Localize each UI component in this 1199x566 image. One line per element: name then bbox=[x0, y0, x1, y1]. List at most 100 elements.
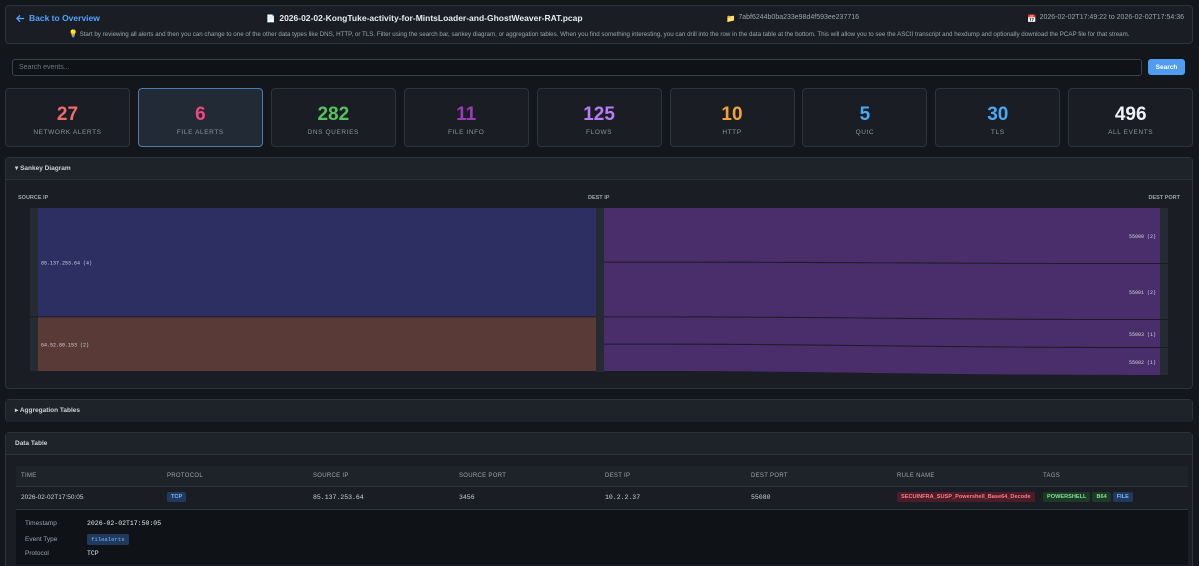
col-dest-ip[interactable]: DEST IP bbox=[600, 466, 746, 487]
card-value: 6 bbox=[195, 104, 206, 125]
cell-dest-port: 55080 bbox=[751, 493, 771, 501]
col-protocol[interactable]: PROTOCOL bbox=[162, 466, 308, 487]
back-label: Back to Overview bbox=[29, 13, 100, 23]
aggregation-toggle[interactable]: ▸ Aggregation Tables bbox=[6, 400, 1192, 422]
protocol-badge: TCP bbox=[167, 492, 187, 503]
card-dns-queries[interactable]: 282 DNS QUERIES bbox=[270, 88, 396, 147]
table-row[interactable]: 2026-02-02T17:50:05 TCP 85.137.253.64 34… bbox=[16, 486, 1188, 508]
sankey-port-node[interactable] bbox=[1160, 348, 1168, 375]
card-file-info[interactable]: 11 FILE INFO bbox=[403, 88, 529, 147]
lightbulb-icon: 💡 bbox=[68, 29, 78, 38]
sankey-port-node[interactable] bbox=[1160, 264, 1168, 319]
hint-message: Start by reviewing all alerts and then y… bbox=[79, 31, 1130, 38]
card-value: 496 bbox=[1114, 104, 1147, 125]
sankey-dest-node[interactable] bbox=[596, 208, 604, 372]
card-value: 11 bbox=[456, 104, 477, 125]
card-value: 5 bbox=[859, 104, 871, 125]
sankey-col-source: SOURCE IP bbox=[18, 195, 49, 201]
row-detail-panel: Timestamp 2026-02-02T17:50:05 Event Type… bbox=[16, 509, 1188, 565]
tag-file: FILE bbox=[1112, 492, 1133, 503]
sankey-link-source-dest[interactable] bbox=[38, 317, 596, 371]
cell-dest-ip: 10.2.2.37 bbox=[605, 493, 641, 501]
card-all-events[interactable]: 496 ALL EVENTS bbox=[1068, 88, 1194, 147]
pcap-hash: 📁 7abf6244b0ba233e98d4f593ee237716 bbox=[726, 14, 859, 23]
sankey-source-label: 85.137.253.64 (4) bbox=[41, 261, 92, 267]
card-label: FILE INFO bbox=[447, 129, 485, 136]
detail-timestamp-key: Timestamp bbox=[25, 520, 57, 527]
hint-text: 💡 Start by reviewing all alerts and then… bbox=[6, 29, 1192, 38]
search-input[interactable] bbox=[12, 59, 1142, 76]
cell-source-port: 3456 bbox=[459, 493, 475, 501]
detail-timestamp-value: 2026-02-02T17:50:05 bbox=[87, 520, 162, 527]
card-label: DNS QUERIES bbox=[307, 129, 359, 136]
folder-icon: 📁 bbox=[726, 14, 736, 23]
sankey-link-source-dest[interactable] bbox=[38, 208, 596, 317]
col-source-port[interactable]: SOURCE PORT bbox=[454, 466, 600, 487]
sankey-port-label: 55000 (2) bbox=[1129, 234, 1156, 240]
sankey-link-dest-port[interactable] bbox=[604, 317, 1160, 347]
col-time[interactable]: TIME bbox=[16, 466, 162, 487]
sankey-panel: ▾ Sankey Diagram SOURCE IP DEST IP DEST … bbox=[5, 157, 1193, 389]
card-value: 282 bbox=[317, 104, 350, 125]
card-quic[interactable]: 5 QUIC bbox=[802, 88, 928, 147]
col-dest-port[interactable]: DEST PORT bbox=[746, 466, 892, 487]
tag-b64: B64 bbox=[1092, 492, 1111, 503]
detail-event-type-key: Event Type bbox=[25, 536, 58, 543]
sankey-diagram[interactable]: 85.137.253.64 (4)64.52.80.153 (2)10.2.2.… bbox=[6, 158, 1194, 390]
sankey-source-node[interactable] bbox=[30, 208, 38, 317]
col-source-ip[interactable]: SOURCE IP bbox=[308, 466, 454, 487]
card-label: HTTP bbox=[722, 129, 742, 136]
card-label: QUIC bbox=[855, 129, 875, 136]
data-table: TIME PROTOCOL SOURCE IP SOURCE PORT DEST… bbox=[16, 466, 1188, 508]
card-file-alerts[interactable]: 6 FILE ALERTS bbox=[137, 88, 263, 147]
pcap-hash-value: 7abf6244b0ba233e98d4f593ee237716 bbox=[738, 14, 860, 21]
sankey-toggle[interactable]: ▾ Sankey Diagram bbox=[6, 158, 1192, 180]
summary-cards: 27 NETWORK ALERTS 6 FILE ALERTS 282 DNS QUERI… bbox=[5, 88, 1194, 147]
card-tls[interactable]: 30 TLS bbox=[935, 88, 1061, 147]
sankey-port-label: 55002 (1) bbox=[1129, 360, 1156, 366]
detail-event-type: Event Type filealerts bbox=[25, 534, 129, 545]
sankey-link-dest-port[interactable] bbox=[604, 208, 1160, 263]
pcap-title: 📄 2026-02-02-KongTuke-activity-for-Mints… bbox=[266, 13, 583, 23]
card-label: NETWORK ALERTS bbox=[33, 129, 102, 136]
sankey-port-node[interactable] bbox=[1160, 320, 1168, 347]
datatable-panel: Data Table TIME PROTOCOL SOURCE IP SOURC… bbox=[5, 432, 1193, 566]
pcap-filename: 2026-02-02-KongTuke-activity-for-MintsLo… bbox=[279, 13, 583, 23]
cell-tags: POWERSHELL B64 FILE bbox=[1038, 486, 1188, 508]
card-flows[interactable]: 125 FLOWS bbox=[536, 88, 662, 147]
col-tags[interactable]: TAGS bbox=[1038, 466, 1188, 487]
sankey-port-label: 55003 (1) bbox=[1129, 332, 1156, 338]
cell-source-ip: 85.137.253.64 bbox=[313, 493, 364, 501]
tag-powershell: POWERSHELL bbox=[1043, 492, 1091, 503]
cell-rule-name: SECUINFRA_SUSP_Powershell_Base64_Decode bbox=[892, 486, 1038, 508]
col-rule-name[interactable]: RULE NAME bbox=[892, 466, 1038, 487]
sankey-col-dest: DEST IP bbox=[588, 195, 610, 201]
calendar-icon: 📅 bbox=[1027, 14, 1037, 23]
detail-timestamp: Timestamp 2026-02-02T17:50:05 bbox=[25, 520, 161, 527]
card-network-alerts[interactable]: 27 NETWORK ALERTS bbox=[5, 88, 130, 147]
sankey-col-port: DEST PORT bbox=[1148, 195, 1180, 201]
sankey-source-node[interactable] bbox=[30, 317, 38, 371]
card-http[interactable]: 10 HTTP bbox=[669, 88, 795, 147]
document-icon: 📄 bbox=[266, 13, 276, 23]
card-value: 30 bbox=[987, 104, 1009, 125]
card-value: 27 bbox=[56, 104, 79, 125]
rule-badge: SECUINFRA_SUSP_Powershell_Base64_Decode bbox=[897, 492, 1035, 503]
detail-protocol: Protocol TCP bbox=[25, 550, 99, 557]
sankey-link-dest-port[interactable] bbox=[604, 344, 1160, 375]
time-range-value: 2026-02-02T17:49:22 to 2026-02-02T17:54:… bbox=[1039, 14, 1184, 21]
table-header-row: TIME PROTOCOL SOURCE IP SOURCE PORT DEST… bbox=[16, 466, 1188, 487]
card-label: FLOWS bbox=[586, 129, 613, 136]
card-label: TLS bbox=[990, 129, 1005, 136]
sankey-port-node[interactable] bbox=[1160, 208, 1168, 263]
sankey-link-dest-port[interactable] bbox=[604, 262, 1160, 319]
card-label: ALL EVENTS bbox=[1108, 129, 1154, 136]
cell-time: 2026-02-02T17:50:05 bbox=[21, 493, 84, 501]
card-label: FILE ALERTS bbox=[176, 129, 224, 136]
header-bar: Back to Overview 📄 2026-02-02-KongTuke-a… bbox=[5, 5, 1193, 44]
back-to-overview-button[interactable]: Back to Overview bbox=[16, 13, 100, 23]
detail-protocol-value: TCP bbox=[87, 550, 99, 557]
datatable-title: Data Table bbox=[6, 433, 1192, 455]
search-button[interactable]: Search bbox=[1148, 59, 1185, 75]
detail-event-type-badge: filealerts bbox=[87, 534, 129, 545]
